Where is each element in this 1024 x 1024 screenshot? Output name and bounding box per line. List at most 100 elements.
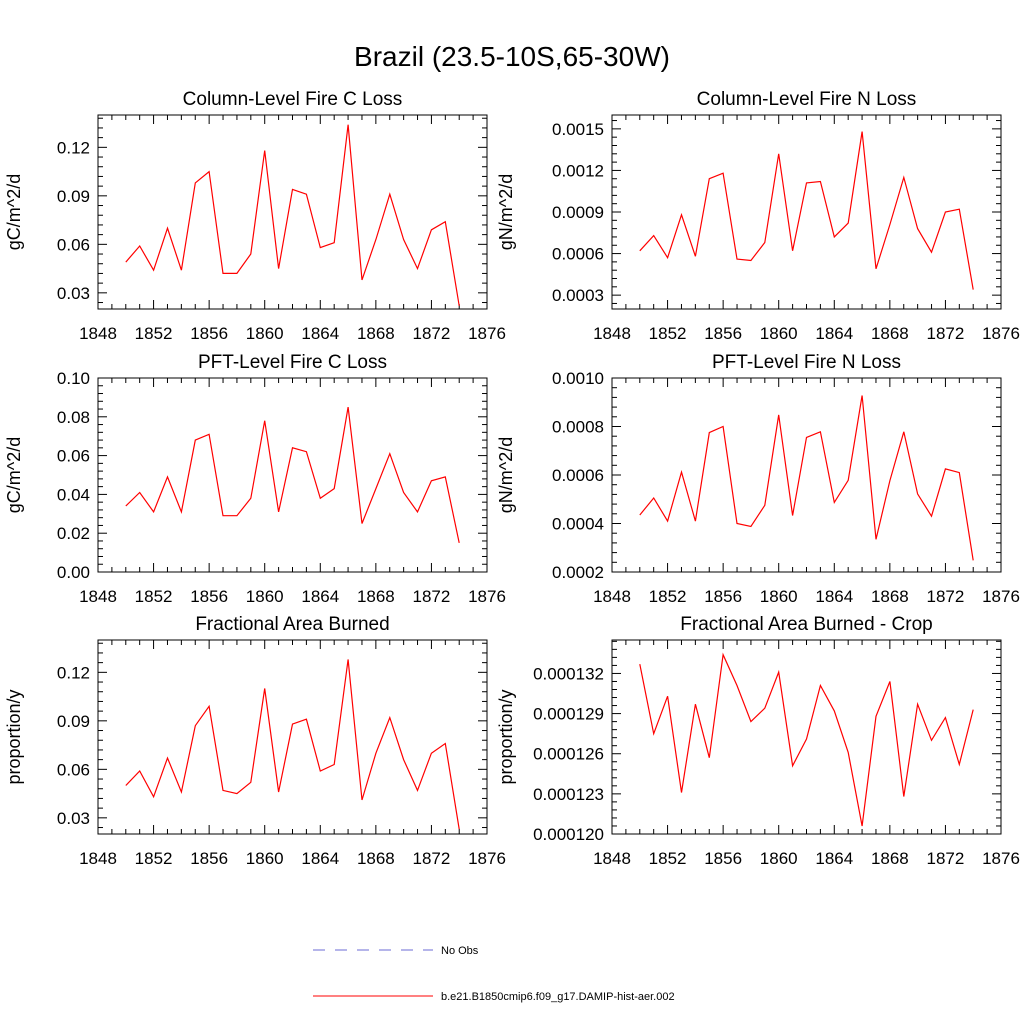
x-tick-label: 1876 xyxy=(982,324,1020,343)
y-tick-label: 0.03 xyxy=(57,284,90,303)
y-tick-label: 0.10 xyxy=(57,369,90,388)
panel-title: Fractional Area Burned - Crop xyxy=(680,614,932,635)
figure-title: Brazil (23.5-10S,65-30W) xyxy=(354,41,670,72)
x-tick-label: 1864 xyxy=(815,849,853,868)
chart-panel-4: PFT-Level Fire N Loss 1848 1852 1856 1860 186… xyxy=(496,352,1020,606)
x-tick-label: 1848 xyxy=(79,849,117,868)
x-tick-label: 1868 xyxy=(871,849,909,868)
x-tick-label: 1860 xyxy=(246,587,284,606)
y-axis-label: proportion/y xyxy=(496,689,516,784)
y-tick-label: 0.0006 xyxy=(552,245,604,264)
x-tick-label: 1876 xyxy=(468,587,506,606)
series-line xyxy=(639,395,974,561)
y-axis-label: gN/m^2/d xyxy=(496,437,516,513)
x-tick-label: 1852 xyxy=(135,324,173,343)
x-tick-label: 1876 xyxy=(468,849,506,868)
x-tick-label: 1872 xyxy=(927,587,965,606)
chart-panel-5: Fractional Area Burned 1848 1852 1856 1860 18… xyxy=(4,614,506,868)
y-tick-label: 0.000123 xyxy=(533,785,604,804)
x-tick-label: 1876 xyxy=(982,587,1020,606)
x-tick-label: 1860 xyxy=(246,849,284,868)
series-line xyxy=(639,652,974,827)
y-axis-label: gC/m^2/d xyxy=(4,174,24,250)
y-tick-label: 0.000126 xyxy=(533,745,604,764)
x-tick-label: 1852 xyxy=(135,849,173,868)
plot-frame xyxy=(611,114,1002,310)
y-tick-label: 0.06 xyxy=(57,447,90,466)
chart-panel-6: Fractional Area Burned - Crop 1848 1852 185… xyxy=(496,614,1020,868)
x-tick-label: 1848 xyxy=(593,849,631,868)
plot-frame xyxy=(97,377,488,573)
chart-panel-2: Column-Level Fire N Loss 1848 1852 1856 1860… xyxy=(496,89,1020,343)
x-tick-label: 1868 xyxy=(871,324,909,343)
x-tick-label: 1860 xyxy=(760,849,798,868)
y-tick-label: 0.06 xyxy=(57,760,90,779)
y-tick-label: 0.02 xyxy=(57,524,90,543)
x-tick-label: 1856 xyxy=(704,587,742,606)
legend-label-model: b.e21.B1850cmip6.f09_g17.DAMIP-hist-aer.… xyxy=(441,991,675,1003)
x-tick-label: 1872 xyxy=(413,849,451,868)
y-tick-label: 0.06 xyxy=(57,235,90,254)
x-tick-label: 1876 xyxy=(982,849,1020,868)
x-tick-label: 1864 xyxy=(301,324,339,343)
panel-title: Column-Level Fire N Loss xyxy=(697,89,917,110)
plot-frame xyxy=(97,114,488,310)
x-tick-label: 1864 xyxy=(815,587,853,606)
x-tick-label: 1864 xyxy=(301,849,339,868)
x-tick-label: 1872 xyxy=(413,587,451,606)
y-tick-label: 0.000132 xyxy=(533,664,604,683)
y-tick-label: 0.000129 xyxy=(533,705,604,724)
x-tick-label: 1872 xyxy=(927,324,965,343)
y-tick-label: 0.0012 xyxy=(552,161,604,180)
x-tick-label: 1876 xyxy=(468,324,506,343)
x-tick-label: 1864 xyxy=(301,587,339,606)
panels: Column-Level Fire C Loss 1848 1852 1856 1860… xyxy=(4,89,1020,868)
legend: No Obs b.e21.B1850cmip6.f09_g17.DAMIP-hi… xyxy=(313,945,675,1003)
series-line xyxy=(125,659,460,830)
y-tick-label: 0.00 xyxy=(57,563,90,582)
y-tick-label: 0.04 xyxy=(57,485,90,504)
x-tick-label: 1848 xyxy=(593,324,631,343)
y-tick-label: 0.09 xyxy=(57,712,90,731)
x-tick-label: 1868 xyxy=(871,587,909,606)
x-tick-label: 1848 xyxy=(593,587,631,606)
x-tick-label: 1872 xyxy=(927,849,965,868)
x-tick-label: 1860 xyxy=(760,587,798,606)
plot-frame xyxy=(97,639,488,835)
x-tick-label: 1852 xyxy=(649,849,687,868)
chart-panel-3: PFT-Level Fire C Loss 1848 1852 1856 1860 186… xyxy=(4,352,506,606)
series-line xyxy=(125,406,460,544)
y-tick-label: 0.0010 xyxy=(552,369,604,388)
y-tick-label: 0.0006 xyxy=(552,466,604,485)
x-tick-label: 1856 xyxy=(704,849,742,868)
y-tick-label: 0.0003 xyxy=(552,286,604,305)
panel-title: PFT-Level Fire C Loss xyxy=(198,352,387,373)
y-tick-label: 0.03 xyxy=(57,809,90,828)
x-tick-label: 1868 xyxy=(357,587,395,606)
x-tick-label: 1860 xyxy=(246,324,284,343)
x-tick-label: 1852 xyxy=(649,324,687,343)
y-axis-label: gN/m^2/d xyxy=(496,174,516,250)
x-tick-label: 1856 xyxy=(190,324,228,343)
y-tick-label: 0.0002 xyxy=(552,563,604,582)
y-tick-label: 0.0009 xyxy=(552,203,604,222)
x-tick-label: 1856 xyxy=(190,587,228,606)
x-tick-label: 1872 xyxy=(413,324,451,343)
panel-title: PFT-Level Fire N Loss xyxy=(712,352,901,373)
y-tick-label: 0.12 xyxy=(57,138,90,157)
y-tick-label: 0.12 xyxy=(57,663,90,682)
y-tick-label: 0.09 xyxy=(57,187,90,206)
x-tick-label: 1856 xyxy=(704,324,742,343)
y-tick-label: 0.000120 xyxy=(533,825,604,844)
y-tick-label: 0.0008 xyxy=(552,418,604,437)
x-tick-label: 1868 xyxy=(357,849,395,868)
x-tick-label: 1848 xyxy=(79,587,117,606)
plot-frame xyxy=(611,377,1002,573)
panel-title: Fractional Area Burned xyxy=(195,614,389,635)
chart-panel-1: Column-Level Fire C Loss 1848 1852 1856 1860… xyxy=(4,89,506,343)
series-line xyxy=(639,131,974,290)
series-line xyxy=(125,124,460,306)
x-tick-label: 1868 xyxy=(357,324,395,343)
y-tick-label: 0.08 xyxy=(57,408,90,427)
